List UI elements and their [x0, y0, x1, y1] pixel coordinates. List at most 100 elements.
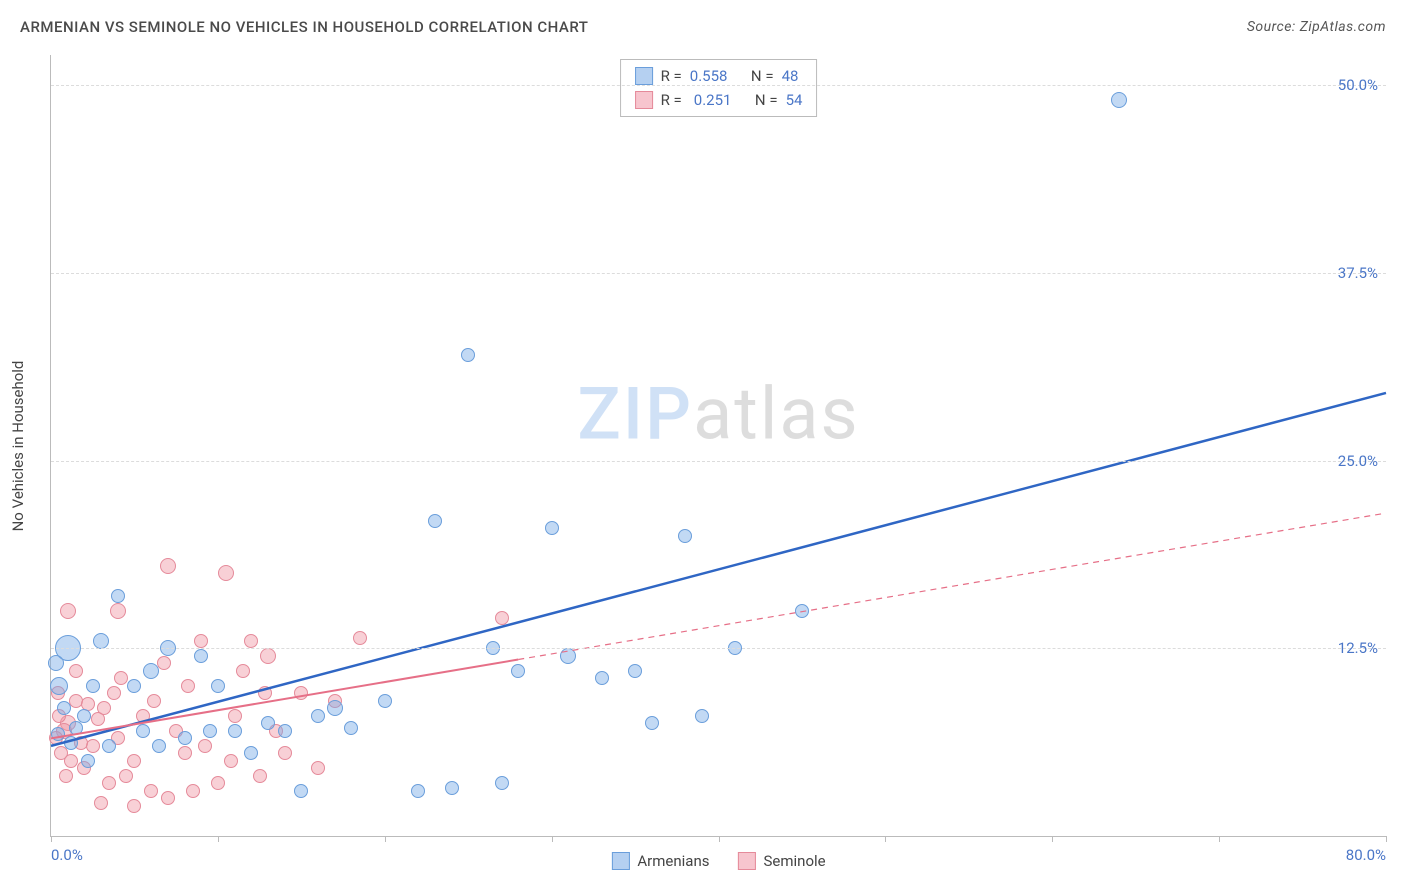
- scatter-point-a: [64, 736, 78, 750]
- scatter-point-b: [119, 769, 133, 783]
- n-value-b: 54: [786, 88, 803, 112]
- correlation-legend: R = 0.558 N = 48 R = 0.251 N = 54: [620, 59, 818, 117]
- scatter-point-b: [161, 791, 175, 805]
- n-label-b: N =: [755, 88, 778, 112]
- scatter-point-a: [511, 664, 525, 678]
- scatter-point-a: [278, 724, 292, 738]
- scatter-point-a: [194, 649, 208, 663]
- swatch-armenians: [635, 67, 653, 85]
- scatter-point-a: [545, 521, 559, 535]
- scatter-point-a: [152, 739, 166, 753]
- series-legend: Armenians Seminole: [611, 852, 825, 870]
- gridline: [51, 273, 1386, 274]
- scatter-point-b: [198, 739, 212, 753]
- watermark: ZIPatlas: [577, 372, 859, 457]
- scatter-point-b: [60, 603, 76, 619]
- scatter-point-a: [695, 709, 709, 723]
- scatter-point-b: [311, 761, 325, 775]
- scatter-point-a: [327, 700, 343, 716]
- scatter-point-b: [107, 686, 121, 700]
- scatter-point-a: [228, 724, 242, 738]
- chart-svg-overlay: [51, 55, 1386, 836]
- x-tick: [1386, 836, 1387, 842]
- scatter-point-a: [86, 679, 100, 693]
- scatter-point-a: [48, 655, 64, 671]
- scatter-point-a: [461, 348, 475, 362]
- y-tick-label: 12.5%: [1338, 639, 1378, 657]
- scatter-point-a: [378, 694, 392, 708]
- chart-container: ARMENIAN VS SEMINOLE NO VEHICLES IN HOUS…: [0, 0, 1406, 892]
- scatter-point-a: [136, 724, 150, 738]
- x-tick: [1219, 836, 1220, 842]
- swatch-seminole-bottom: [737, 852, 755, 870]
- x-tick-label: 0.0%: [51, 846, 83, 864]
- watermark-prefix: ZIP: [577, 372, 693, 457]
- scatter-point-a: [81, 754, 95, 768]
- scatter-point-a: [203, 724, 217, 738]
- scatter-point-a: [495, 776, 509, 790]
- x-tick: [552, 836, 553, 842]
- scatter-point-b: [110, 603, 126, 619]
- x-tick: [385, 836, 386, 842]
- scatter-point-a: [445, 781, 459, 795]
- scatter-point-a: [795, 604, 809, 618]
- y-axis-label: No Vehicles in Household: [9, 361, 27, 532]
- scatter-point-b: [147, 694, 161, 708]
- scatter-point-b: [218, 565, 234, 581]
- scatter-point-a: [311, 709, 325, 723]
- scatter-point-a: [127, 679, 141, 693]
- scatter-point-a: [428, 514, 442, 528]
- scatter-point-a: [211, 679, 225, 693]
- scatter-point-b: [64, 754, 78, 768]
- scatter-point-b: [294, 686, 308, 700]
- scatter-point-a: [261, 716, 275, 730]
- scatter-point-b: [211, 776, 225, 790]
- scatter-point-a: [628, 664, 642, 678]
- plot-area: ZIPatlas R = 0.558 N = 48 R = 0.251 N = …: [50, 55, 1386, 837]
- scatter-point-b: [495, 611, 509, 625]
- scatter-point-b: [253, 769, 267, 783]
- scatter-point-b: [236, 664, 250, 678]
- scatter-point-b: [194, 634, 208, 648]
- gridline: [51, 461, 1386, 462]
- scatter-point-a: [595, 671, 609, 685]
- scatter-point-a: [1111, 92, 1127, 108]
- scatter-point-b: [59, 769, 73, 783]
- gridline: [51, 85, 1386, 86]
- scatter-point-b: [127, 799, 141, 813]
- x-tick: [51, 836, 52, 842]
- source-attribution: Source: ZipAtlas.com: [1247, 19, 1386, 35]
- r-label-b: R =: [661, 88, 682, 112]
- scatter-point-b: [102, 776, 116, 790]
- scatter-point-b: [224, 754, 238, 768]
- scatter-point-a: [77, 709, 91, 723]
- scatter-point-a: [411, 784, 425, 798]
- scatter-point-b: [186, 784, 200, 798]
- scatter-point-a: [645, 716, 659, 730]
- scatter-point-a: [93, 633, 109, 649]
- scatter-point-b: [136, 709, 150, 723]
- watermark-suffix: atlas: [693, 372, 860, 457]
- scatter-point-b: [181, 679, 195, 693]
- scatter-point-b: [244, 634, 258, 648]
- y-tick-label: 25.0%: [1338, 452, 1378, 470]
- scatter-point-b: [353, 631, 367, 645]
- r-value-b: 0.251: [690, 88, 732, 112]
- scatter-point-b: [94, 796, 108, 810]
- x-tick: [885, 836, 886, 842]
- legend-label-armenians: Armenians: [637, 852, 709, 870]
- gridline: [51, 648, 1386, 649]
- scatter-point-a: [678, 529, 692, 543]
- scatter-point-a: [102, 739, 116, 753]
- scatter-point-a: [294, 784, 308, 798]
- legend-label-seminole: Seminole: [763, 852, 825, 870]
- scatter-point-b: [127, 754, 141, 768]
- legend-item-seminole: Seminole: [737, 852, 825, 870]
- scatter-point-b: [144, 784, 158, 798]
- scatter-point-a: [51, 727, 65, 741]
- legend-item-armenians: Armenians: [611, 852, 709, 870]
- y-tick-label: 37.5%: [1338, 264, 1378, 282]
- x-tick: [719, 836, 720, 842]
- scatter-point-b: [69, 664, 83, 678]
- scatter-point-b: [160, 558, 176, 574]
